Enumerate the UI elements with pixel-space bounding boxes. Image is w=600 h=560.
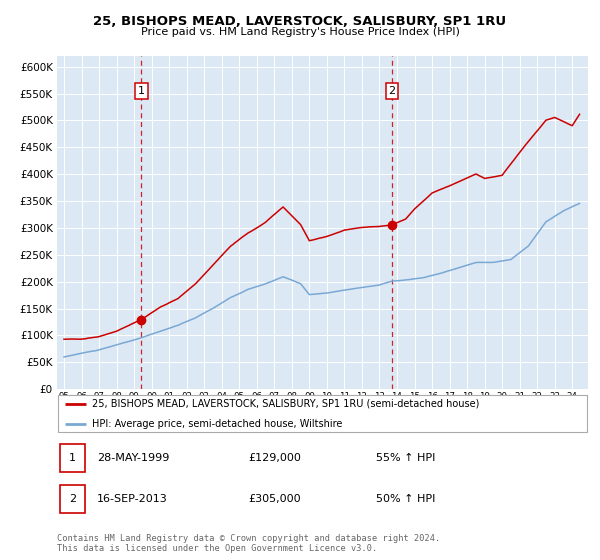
Text: 50% ↑ HPI: 50% ↑ HPI [376,494,435,504]
Text: 25, BISHOPS MEAD, LAVERSTOCK, SALISBURY, SP1 1RU (semi-detached house): 25, BISHOPS MEAD, LAVERSTOCK, SALISBURY,… [92,399,479,409]
Text: 2: 2 [388,86,395,96]
FancyBboxPatch shape [58,395,587,432]
FancyBboxPatch shape [59,486,85,512]
Text: 25, BISHOPS MEAD, LAVERSTOCK, SALISBURY, SP1 1RU: 25, BISHOPS MEAD, LAVERSTOCK, SALISBURY,… [94,15,506,27]
Text: £305,000: £305,000 [248,494,301,504]
Text: Price paid vs. HM Land Registry's House Price Index (HPI): Price paid vs. HM Land Registry's House … [140,27,460,37]
Text: 16-SEP-2013: 16-SEP-2013 [97,494,167,504]
Text: 55% ↑ HPI: 55% ↑ HPI [376,453,435,463]
Text: 2: 2 [69,494,76,504]
Text: HPI: Average price, semi-detached house, Wiltshire: HPI: Average price, semi-detached house,… [92,419,342,429]
Text: £129,000: £129,000 [248,453,301,463]
Text: 1: 1 [138,86,145,96]
Text: 1: 1 [69,453,76,463]
FancyBboxPatch shape [59,445,85,472]
Text: Contains HM Land Registry data © Crown copyright and database right 2024.
This d: Contains HM Land Registry data © Crown c… [57,534,440,553]
Text: 28-MAY-1999: 28-MAY-1999 [97,453,169,463]
